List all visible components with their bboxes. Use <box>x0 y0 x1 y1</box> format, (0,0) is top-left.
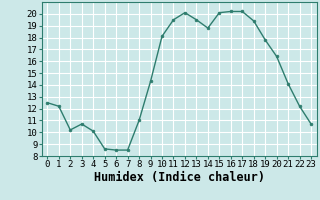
X-axis label: Humidex (Indice chaleur): Humidex (Indice chaleur) <box>94 171 265 184</box>
